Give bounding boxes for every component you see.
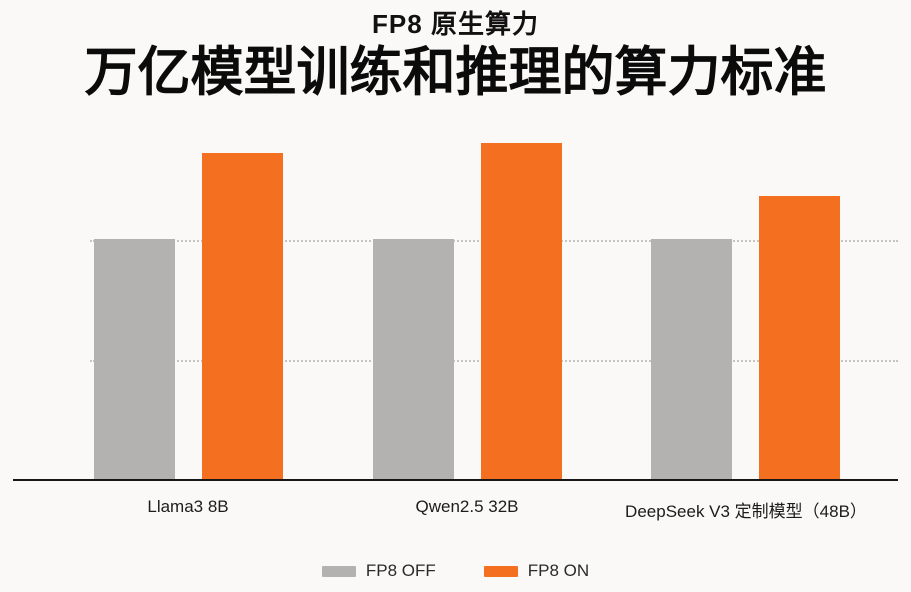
legend-item-fp8-off: FP8 OFF [321, 561, 436, 581]
legend-swatch-fp8-on [483, 565, 518, 577]
bar-fp8-on-deepseek-v3-48b [759, 195, 840, 479]
legend: FP8 OFF FP8 ON [0, 561, 911, 581]
x-axis-label-qwen2-5-32b: Qwen2.5 32B [415, 497, 519, 516]
plot-area [13, 129, 898, 481]
bar-fp8-off-deepseek-v3-48b [651, 239, 732, 479]
bar-fp8-on-qwen2-5-32b [481, 143, 562, 479]
legend-swatch-fp8-off [321, 565, 356, 577]
bar-group-qwen2-5-32b [373, 143, 562, 479]
bar-fp8-off-llama3-8b [94, 239, 175, 479]
chart-subtitle: FP8 原生算力 [372, 9, 539, 39]
chart-title: 万亿模型训练和推理的算力标准 [84, 43, 827, 102]
legend-label-fp8-on: FP8 ON [527, 561, 590, 580]
x-axis-label-deepseek-v3-48b: DeepSeek V3 定制模型（48B） [625, 502, 867, 521]
legend-label-fp8-off: FP8 OFF [365, 561, 436, 580]
bar-fp8-off-qwen2-5-32b [373, 239, 454, 479]
bar-fp8-on-llama3-8b [202, 152, 283, 479]
legend-item-fp8-on: FP8 ON [483, 561, 590, 581]
bar-group-deepseek-v3-48b [651, 195, 840, 479]
x-axis-label-llama3-8b: Llama3 8B [147, 497, 229, 516]
bar-group-llama3-8b [94, 152, 283, 479]
x-axis-line [13, 479, 898, 481]
